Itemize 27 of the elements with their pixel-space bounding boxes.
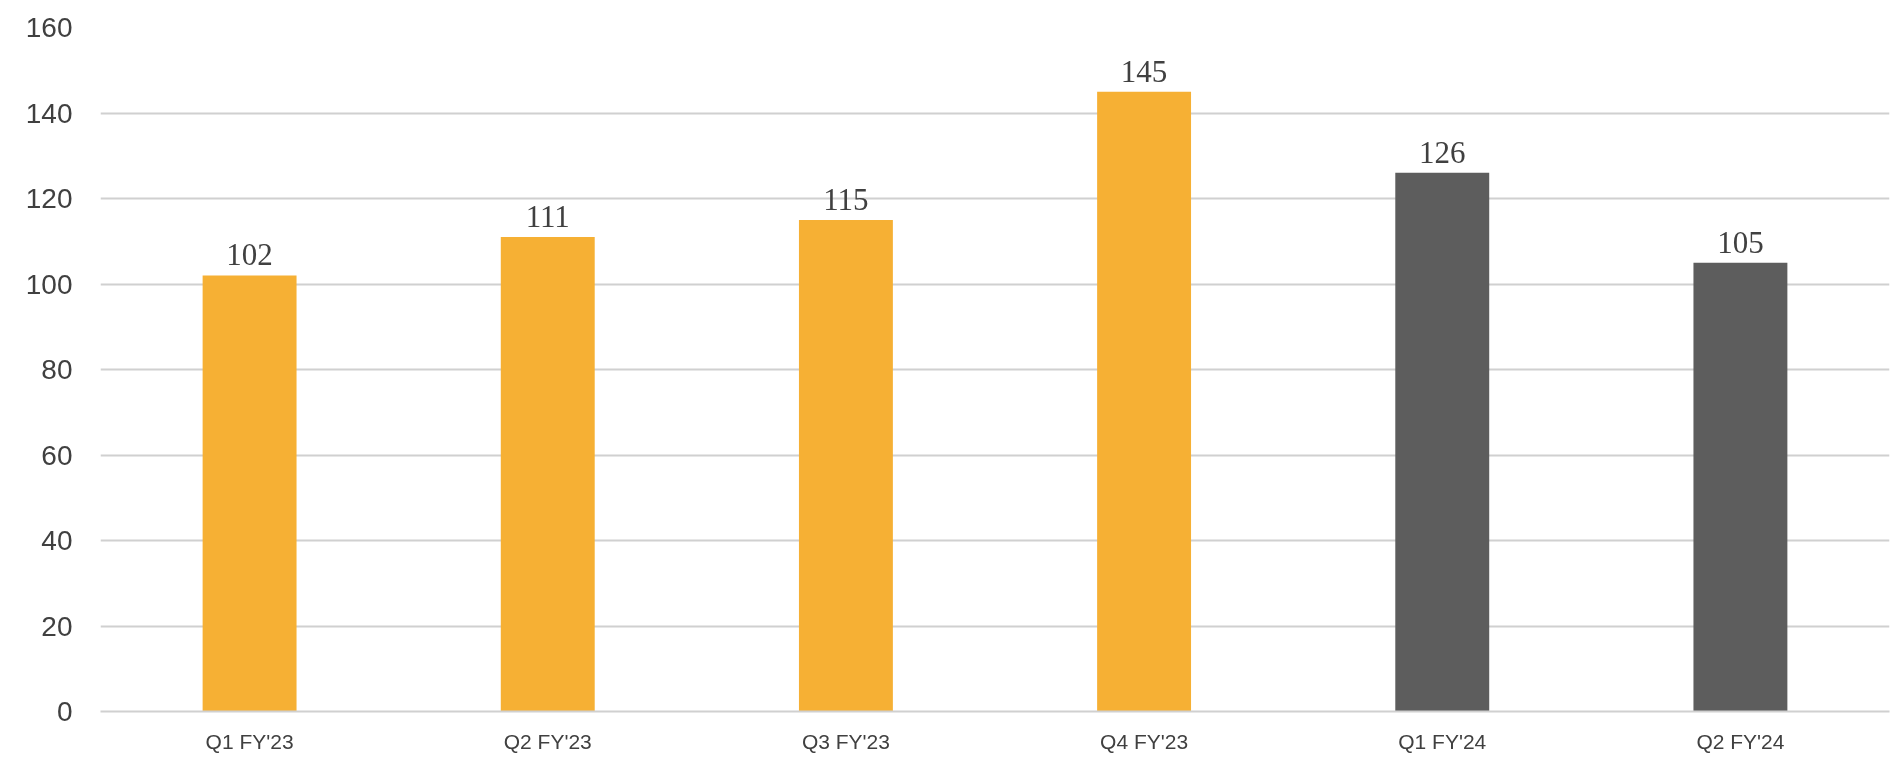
x-tick-label: Q1 FY'23	[205, 729, 294, 753]
bar	[500, 236, 595, 712]
bar	[1693, 262, 1788, 712]
y-tick-label: 140	[25, 97, 73, 129]
y-tick-label: 160	[25, 12, 73, 43]
x-tick-label: Q1 FY'24	[1398, 729, 1487, 753]
y-tick-label: 20	[41, 610, 73, 642]
y-tick-label: 40	[41, 525, 73, 556]
data-label: 126	[1419, 134, 1466, 170]
data-label: 105	[1717, 224, 1764, 260]
data-label: 145	[1120, 53, 1168, 89]
bar	[1395, 172, 1490, 712]
data-label: 111	[525, 198, 570, 234]
y-tick-label: 0	[56, 696, 73, 727]
y-tick-label: 80	[41, 354, 73, 385]
y-tick-label: 100	[25, 268, 73, 300]
data-label: 102	[226, 237, 273, 273]
x-tick-label: Q2 FY'24	[1696, 729, 1785, 753]
x-tick-label: Q4 FY'23	[1100, 729, 1189, 753]
x-tick-label: Q3 FY'23	[801, 729, 890, 753]
data-label: 115	[823, 181, 869, 217]
bar	[798, 219, 893, 712]
y-tick-label: 60	[41, 439, 73, 471]
bar	[202, 275, 297, 712]
y-tick-label: 120	[25, 183, 73, 214]
x-tick-label: Q2 FY'23	[503, 729, 592, 753]
bar	[1097, 91, 1192, 712]
